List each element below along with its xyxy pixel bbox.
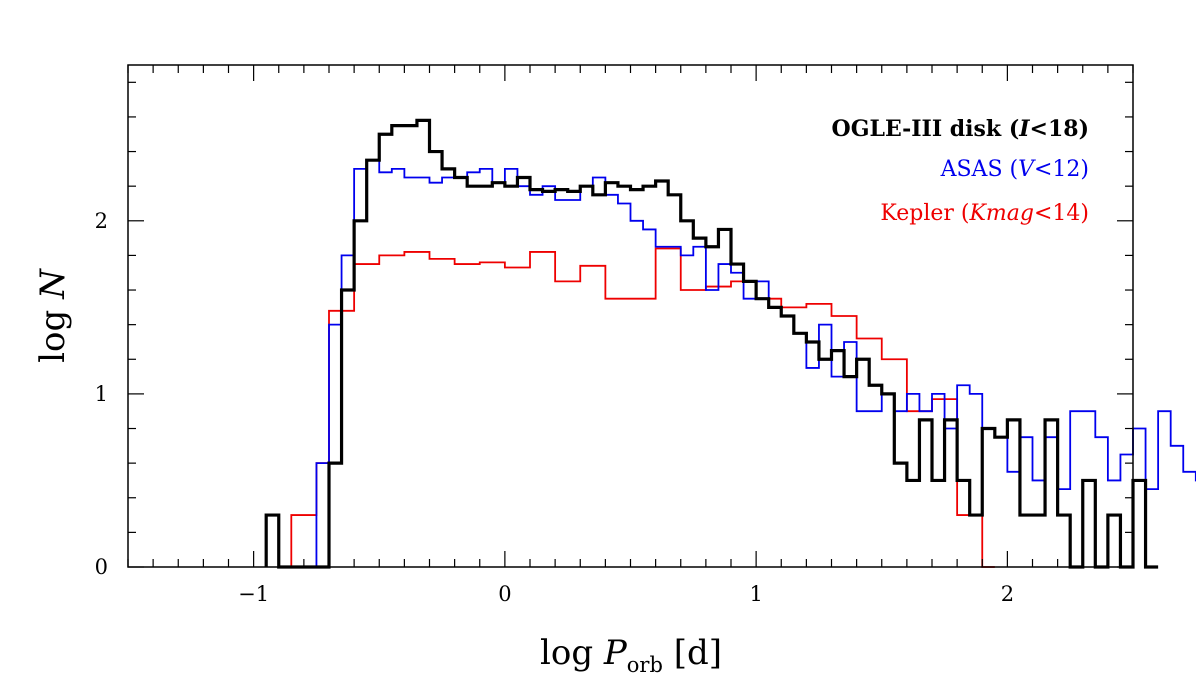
x-axis-label-unit: [d] <box>663 633 722 673</box>
tick-layer <box>127 65 1134 568</box>
legend: OGLE-III disk (I<18) ASAS (V<12) Kepler (K… <box>832 116 1089 226</box>
y-tick-label: 2 <box>95 209 108 233</box>
y-tick-label: 1 <box>95 382 108 406</box>
series-kepler-line <box>290 247 995 568</box>
legend-item-kepler: Kepler (Kmag<14) <box>880 201 1089 226</box>
x-axis-label-prefix: log <box>540 633 604 673</box>
series-layer <box>264 118 1196 569</box>
legend-item-asas: ASAS (V<12) <box>940 157 1089 182</box>
series-ogle-line <box>264 118 1159 569</box>
x-tick-label: 2 <box>1001 582 1014 606</box>
tick-label-layer: −1 0 1 2 0 1 2 <box>95 209 1014 606</box>
x-axis-label-var: P <box>603 633 628 673</box>
y-axis-label-var: N <box>33 268 73 300</box>
x-axis-label-sub: orb <box>627 653 663 677</box>
x-axis-label: log Porb [d] <box>540 633 722 677</box>
x-tick-label: 0 <box>498 582 511 606</box>
y-axis-label-prefix: log <box>33 299 73 363</box>
legend-item-ogle: OGLE-III disk (I<18) <box>832 116 1089 142</box>
x-tick-label: 1 <box>749 582 762 606</box>
y-axis-label: log N <box>33 268 73 363</box>
x-tick-label: −1 <box>238 582 269 606</box>
y-tick-label: 0 <box>95 555 108 579</box>
